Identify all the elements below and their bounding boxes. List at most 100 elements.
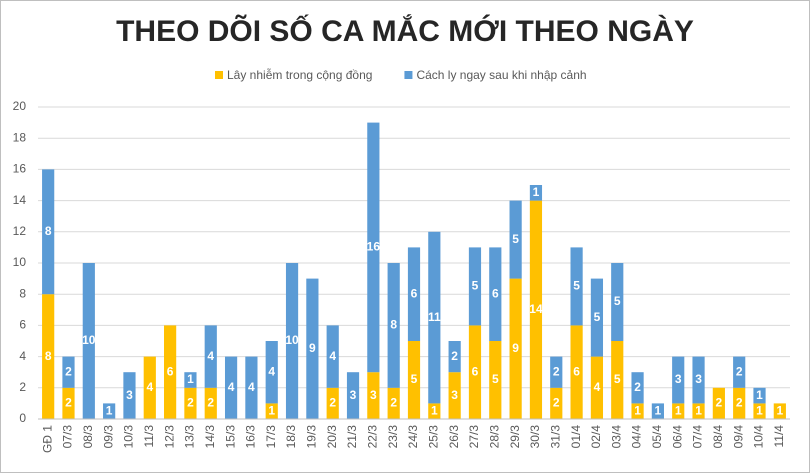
- data-label: 16: [367, 240, 381, 254]
- bar-segment: [428, 403, 441, 419]
- x-tick-label: 31/3: [548, 425, 562, 449]
- data-label: 5: [411, 372, 418, 386]
- bar-segment: [692, 403, 705, 419]
- data-label: 3: [370, 388, 377, 402]
- data-label: 1: [756, 403, 763, 417]
- bar-segment: [265, 341, 278, 404]
- bar-segment: [570, 325, 583, 419]
- bar-segment: [407, 341, 421, 419]
- data-label: 1: [756, 388, 763, 402]
- data-label: 8: [390, 318, 397, 332]
- bar-segment: [42, 294, 55, 419]
- data-label: 1: [675, 403, 682, 417]
- bar-segment: [590, 278, 604, 357]
- bar-segment: [651, 403, 664, 419]
- y-tick-label: 2: [19, 380, 26, 394]
- x-tick-label: 04/4: [630, 425, 644, 449]
- x-tick-label: 10/3: [122, 425, 136, 449]
- data-label: 8: [45, 224, 52, 238]
- x-tick-label: 22/3: [366, 425, 380, 449]
- data-label: 5: [512, 232, 519, 246]
- data-label: 10: [82, 333, 96, 347]
- x-tick-label: 12/3: [162, 425, 176, 449]
- data-label: 1: [655, 403, 662, 417]
- x-tick-label: 26/3: [447, 425, 461, 449]
- x-tick-label: 17/3: [264, 425, 278, 449]
- data-label: 1: [431, 403, 438, 417]
- data-label: 2: [451, 349, 458, 363]
- data-label: 2: [634, 380, 641, 394]
- data-label: 5: [614, 294, 621, 308]
- bar-segment: [184, 387, 197, 419]
- bar-segment: [448, 372, 461, 419]
- bar-segment: [42, 169, 55, 295]
- data-label: 1: [187, 372, 194, 386]
- legend-swatch: [215, 71, 223, 79]
- bar-segment: [306, 278, 319, 419]
- legend-swatch: [404, 71, 413, 79]
- bar-segment: [509, 200, 522, 279]
- data-label: 4: [248, 380, 255, 394]
- data-label: 6: [492, 286, 499, 300]
- bar-segment: [204, 387, 217, 419]
- data-label: 4: [228, 380, 235, 394]
- y-tick-label: 4: [19, 349, 26, 363]
- data-label: 3: [451, 388, 458, 402]
- x-tick-label: GĐ 1: [40, 425, 54, 453]
- data-label: 2: [329, 396, 336, 410]
- bar-segment: [265, 403, 278, 419]
- bar-segment: [753, 403, 766, 419]
- bar-segment: [468, 247, 482, 326]
- bar-segment: [346, 372, 360, 419]
- x-tick-label: 13/3: [183, 425, 197, 449]
- data-label: 5: [573, 279, 580, 293]
- bar-segment: [407, 247, 421, 341]
- data-label: 3: [126, 388, 133, 402]
- bar-segment: [123, 372, 136, 419]
- data-label: 4: [594, 380, 601, 394]
- bar-segment: [387, 263, 400, 388]
- x-tick-label: 11/4: [772, 425, 786, 448]
- x-tick-label: 23/3: [386, 425, 400, 449]
- data-label: 2: [553, 396, 560, 410]
- bar-segment: [82, 263, 95, 419]
- bar-segment: [489, 247, 502, 341]
- x-tick-label: 02/4: [589, 425, 603, 449]
- data-label: 2: [553, 364, 560, 378]
- x-tick-label: 18/3: [284, 425, 298, 449]
- x-tick-label: 28/3: [487, 425, 501, 449]
- bar-segment: [590, 356, 604, 419]
- x-tick-label: 25/3: [426, 425, 440, 449]
- bar-segment: [184, 372, 197, 388]
- x-tick-label: 24/3: [406, 425, 420, 449]
- bar-segment: [367, 372, 380, 419]
- bar-segment: [62, 356, 75, 388]
- data-label: 3: [675, 372, 682, 386]
- bar-segment: [692, 356, 705, 404]
- data-label: 6: [167, 364, 174, 378]
- bar-segment: [428, 231, 441, 404]
- data-label: 2: [736, 364, 743, 378]
- bar-segment: [529, 185, 543, 201]
- bar-segment: [468, 325, 482, 419]
- data-label: 2: [65, 364, 72, 378]
- data-label: 8: [45, 349, 52, 363]
- data-label: 2: [207, 396, 214, 410]
- bar-segment: [773, 403, 786, 419]
- x-tick-label: 10/4: [752, 425, 766, 449]
- bar-segment: [387, 387, 400, 419]
- bar-segment: [570, 247, 583, 326]
- bar-segment: [611, 341, 624, 419]
- data-label: 2: [187, 396, 194, 410]
- data-label: 1: [106, 403, 113, 417]
- x-tick-label: 09/3: [101, 425, 115, 449]
- bar-segment: [224, 356, 238, 419]
- y-tick-label: 10: [13, 255, 27, 269]
- x-tick-label: 08/3: [81, 425, 95, 449]
- data-label: 2: [736, 396, 743, 410]
- bar-segment: [62, 387, 75, 419]
- data-label: 9: [512, 341, 519, 355]
- data-label: 4: [268, 364, 275, 378]
- bar-segment: [712, 387, 725, 419]
- y-tick-label: 6: [19, 318, 26, 332]
